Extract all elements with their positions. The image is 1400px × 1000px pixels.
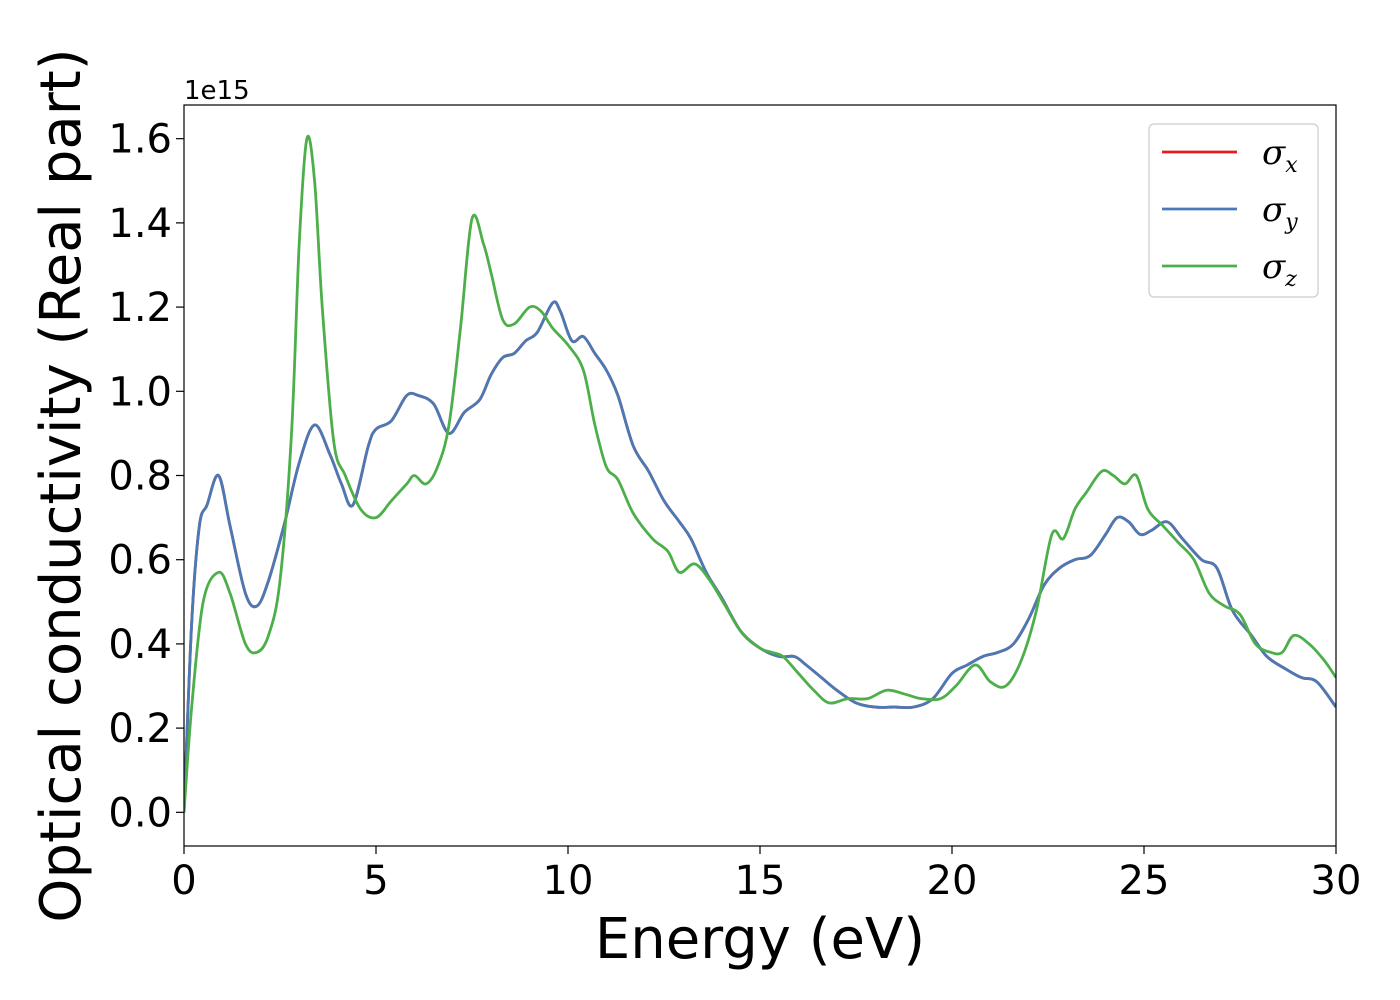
legend-subscript: y (1284, 210, 1298, 235)
x-tick-label: 15 (735, 858, 786, 904)
x-tick-label: 0 (171, 858, 196, 904)
x-tick-label: 30 (1311, 858, 1362, 904)
y-tick-label: 1.0 (108, 369, 172, 415)
x-axis-title: Energy (eV) (595, 907, 925, 972)
legend-label-y: σy (1262, 190, 1298, 235)
x-axis-ticks: 0 5 10 15 20 25 30 (171, 846, 1361, 904)
series-line-z (184, 134, 1336, 813)
x-tick-label: 5 (363, 858, 388, 904)
series-line-y (184, 300, 1336, 813)
x-tick-label: 10 (543, 858, 594, 904)
y-tick-label: 0.4 (108, 622, 172, 668)
legend-subscript: x (1285, 153, 1298, 178)
y-axis-title: Optical conductivity (Real part) (29, 48, 94, 922)
y-tick-label: 1.4 (108, 201, 172, 247)
legend-label-x: σx (1262, 133, 1298, 178)
legend-symbol: σ (1262, 190, 1286, 230)
x-tick-label: 25 (1119, 858, 1170, 904)
legend-symbol: σ (1262, 247, 1286, 287)
series-line-x (184, 300, 1336, 813)
legend-label-z: σz (1262, 247, 1297, 292)
y-axis-ticks: 0.0 0.2 0.4 0.6 0.8 1.0 1.2 1.4 1.6 (108, 117, 184, 836)
y-tick-label: 0.6 (108, 538, 172, 584)
x-tick-label: 20 (927, 858, 978, 904)
legend-box (1148, 123, 1319, 298)
y-tick-label: 0.0 (108, 790, 172, 836)
legend-symbol: σ (1262, 133, 1286, 173)
y-tick-label: 0.2 (108, 706, 172, 752)
y-tick-label: 1.2 (108, 285, 172, 331)
y-tick-label: 0.8 (108, 454, 172, 500)
y-tick-label: 1.6 (108, 117, 172, 163)
series-layer (184, 134, 1336, 813)
y-offset-text: 1e15 (184, 76, 250, 106)
legend-subscript: z (1284, 267, 1297, 292)
